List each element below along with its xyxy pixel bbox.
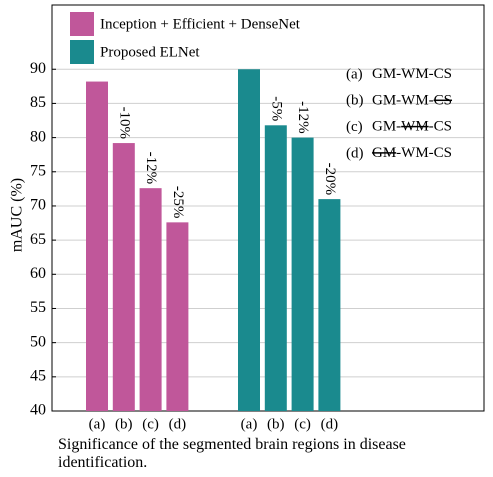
bar xyxy=(112,143,135,412)
bar-annotation: -5% xyxy=(268,96,284,121)
y-tick-label: 75 xyxy=(30,162,46,179)
y-tick-label: 45 xyxy=(30,367,46,384)
key-text: GM-WM-CS xyxy=(372,66,452,82)
bar-annotation: -10% xyxy=(116,107,132,140)
y-tick-label: 50 xyxy=(30,333,46,350)
key-label: (c) xyxy=(346,119,363,135)
caption: Significance of the segmented brain regi… xyxy=(58,436,406,471)
bar xyxy=(86,81,108,411)
key-label: (d) xyxy=(346,145,364,161)
y-tick-label: 60 xyxy=(30,265,46,282)
key-removed-region: WM xyxy=(401,119,429,135)
bar xyxy=(139,188,162,411)
bar-annotation: -25% xyxy=(170,186,186,219)
y-tick-label: 80 xyxy=(30,128,46,145)
key-removed-region: CS xyxy=(434,93,452,109)
key-removed-region: GM xyxy=(372,145,396,161)
key-region: GM-WM- xyxy=(372,93,434,109)
y-axis-label: mAUC (%) xyxy=(9,178,26,252)
bar xyxy=(291,137,314,412)
legend-label: Proposed ELNet xyxy=(100,44,200,60)
y-tick-label: 90 xyxy=(30,60,46,77)
y-tick-label: 40 xyxy=(30,402,46,419)
x-tick-label: (a) xyxy=(241,416,258,432)
legend-label: Inception + Efficient + DenseNet xyxy=(100,16,301,32)
x-tick-label: (d) xyxy=(321,416,339,432)
key-label: (b) xyxy=(346,93,364,109)
y-tick-label: 85 xyxy=(30,94,46,111)
bar xyxy=(238,69,260,412)
bar-annotation: -20% xyxy=(322,163,338,196)
key-region: GM- xyxy=(372,119,401,135)
legend-swatch xyxy=(70,40,94,64)
x-tick-label: (d) xyxy=(169,416,187,432)
y-tick-label: 55 xyxy=(30,299,46,316)
x-tick-label: (b) xyxy=(115,416,133,432)
bar xyxy=(166,222,189,411)
y-tick-label: 70 xyxy=(30,197,46,214)
x-tick-label: (a) xyxy=(89,416,106,432)
bar-annotation: -12% xyxy=(295,101,311,134)
y-tick-label: 65 xyxy=(30,231,46,248)
x-tick-label: (c) xyxy=(142,416,159,432)
key-region: -CS xyxy=(429,119,452,135)
legend-swatch xyxy=(70,12,94,36)
key-region: -WM-CS xyxy=(396,145,452,161)
bar xyxy=(264,125,287,411)
key-region: GM-WM-CS xyxy=(372,66,452,82)
bar xyxy=(318,199,341,411)
key-label: (a) xyxy=(346,66,363,82)
key-text: GM-WM-CS xyxy=(372,145,452,161)
bar-annotation: -12% xyxy=(143,152,159,185)
x-tick-label: (c) xyxy=(294,416,311,432)
key-text: GM-WM-CS xyxy=(372,119,452,135)
x-tick-label: (b) xyxy=(267,416,285,432)
key-text: GM-WM-CS xyxy=(372,93,452,109)
